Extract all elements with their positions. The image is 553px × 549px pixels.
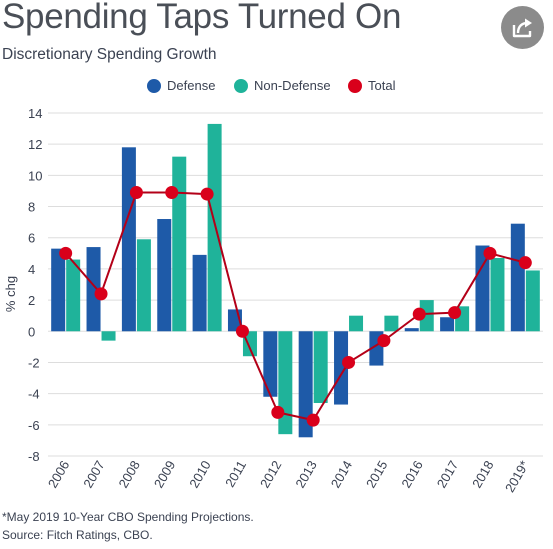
- y-tick-label: 8: [28, 200, 35, 215]
- bar-non-defense: [101, 331, 116, 341]
- y-tick-label: 4: [28, 262, 35, 277]
- bar-non-defense: [490, 257, 505, 332]
- bar-non-defense: [384, 315, 399, 332]
- bar-non-defense: [207, 123, 222, 332]
- x-tick-label: 2015: [363, 458, 390, 491]
- y-axis: 14 12 10 8 6 4 2 0 -2 -4 -6 -8: [28, 106, 42, 464]
- bar-defense: [334, 331, 349, 405]
- total-point: [271, 405, 285, 419]
- bars: [51, 123, 540, 438]
- bar-defense: [192, 254, 207, 332]
- y-tick-label: 2: [28, 293, 35, 308]
- legend-label-defense: Defense: [167, 78, 216, 93]
- y-tick-label: -4: [28, 387, 40, 402]
- bar-non-defense: [136, 239, 151, 332]
- bar-defense: [440, 317, 455, 332]
- bar-defense: [404, 328, 419, 332]
- total-point: [412, 307, 426, 321]
- y-tick-label: -8: [28, 449, 40, 464]
- chart-canvas: 14 12 10 8 6 4 2 0 -2 -4 -6 -8 2006 2007 2008 2009 2010…: [3, 106, 543, 495]
- x-tick-label: 2009: [151, 458, 178, 491]
- y-tick-label: 10: [28, 168, 42, 183]
- y-tick-label: 6: [28, 231, 35, 246]
- bar-defense: [157, 219, 172, 332]
- y-tick-label: 0: [28, 324, 35, 339]
- legend-label-total: Total: [368, 78, 396, 93]
- legend-swatch-total: [348, 79, 362, 93]
- x-tick-label: 2018: [469, 458, 496, 491]
- source-note: Source: Fitch Ratings, CBO.: [2, 528, 153, 542]
- bar-defense: [51, 248, 66, 332]
- x-tick-label: 2011: [222, 458, 249, 490]
- x-tick-label: 2010: [186, 458, 213, 491]
- bar-defense: [263, 331, 278, 397]
- bar-non-defense: [278, 331, 293, 435]
- y-tick-label: 12: [28, 137, 42, 152]
- total-point: [518, 256, 532, 270]
- x-tick-label: 2016: [398, 458, 425, 491]
- y-tick-label: -2: [28, 355, 40, 370]
- y-axis-label: % chg: [3, 276, 18, 312]
- bar-defense: [121, 147, 136, 332]
- bar-defense: [510, 223, 525, 332]
- total-point: [342, 355, 356, 369]
- x-tick-label: 2007: [80, 458, 107, 491]
- x-axis: 2006 2007 2008 2009 2010 2011 2012 2013 2014 2015…: [45, 458, 532, 495]
- bar-non-defense: [313, 331, 328, 403]
- total-point: [235, 324, 249, 338]
- chart-subtitle: Discretionary Spending Growth: [2, 46, 217, 63]
- legend-label-non-defense: Non-Defense: [254, 78, 331, 93]
- total-point: [483, 246, 497, 260]
- x-tick-label: 2017: [434, 458, 461, 491]
- total-point: [306, 413, 320, 427]
- x-tick-label: 2012: [257, 458, 284, 491]
- bar-non-defense: [242, 331, 257, 357]
- bar-non-defense: [172, 156, 187, 332]
- total-point: [59, 246, 73, 260]
- bar-defense: [86, 247, 101, 332]
- total-point: [129, 186, 143, 200]
- bar-defense: [475, 245, 490, 332]
- share-icon: [512, 18, 532, 38]
- total-point: [200, 187, 214, 201]
- x-tick-label: 2014: [328, 458, 355, 491]
- bar-defense: [298, 331, 313, 438]
- y-tick-label: -6: [28, 418, 40, 433]
- chart-title: Spending Taps Turned On: [2, 0, 402, 36]
- legend-swatch-defense: [147, 79, 161, 93]
- bar-non-defense: [66, 259, 81, 332]
- legend-swatch-non-defense: [234, 79, 248, 93]
- share-button[interactable]: [501, 6, 544, 49]
- x-tick-label: 2019*: [502, 458, 532, 495]
- total-point: [165, 186, 179, 200]
- bar-non-defense: [349, 315, 364, 332]
- total-point: [448, 306, 462, 320]
- x-tick-label: 2013: [292, 458, 319, 491]
- footnote: *May 2019 10-Year CBO Spending Projectio…: [2, 510, 254, 524]
- total-line: [59, 186, 532, 427]
- bar-non-defense: [525, 270, 540, 332]
- total-point: [94, 287, 108, 301]
- total-point: [377, 334, 391, 348]
- y-tick-label: 14: [28, 106, 42, 121]
- x-tick-label: 2006: [45, 458, 72, 491]
- bar-non-defense: [419, 300, 434, 332]
- x-tick-label: 2008: [116, 458, 143, 491]
